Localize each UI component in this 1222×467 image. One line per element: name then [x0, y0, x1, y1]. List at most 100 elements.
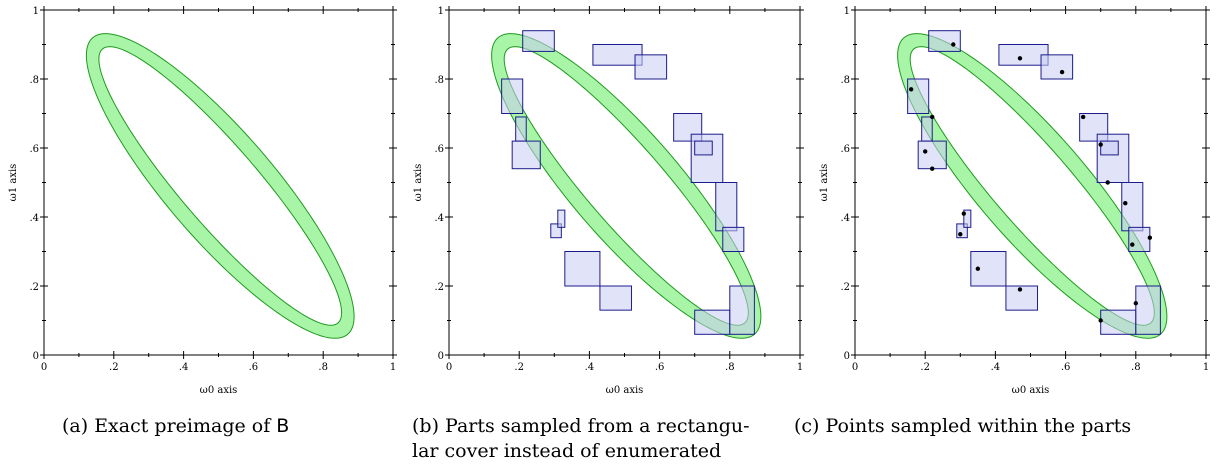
panel-b: 0 .2 .4 .6 .8 1 0 .2 .4 .6 .8 1 ω0 axis ω1 axis: [413, 6, 804, 396]
cover-rect-c-16: [1100, 309, 1137, 335]
y-axis-label-b: ω1 axis: [413, 164, 424, 202]
y-tick-label-c: 0: [844, 351, 850, 362]
sample-point-19: [1098, 318, 1103, 323]
sample-point-6: [1080, 114, 1086, 120]
y-tick-label-a: .4: [29, 213, 39, 224]
x-tick-label-c: .4: [991, 362, 1001, 373]
x-tick-label-c: .6: [1061, 362, 1071, 373]
x-tick-label-b: 1: [797, 362, 803, 373]
x-tick-label-b: .6: [655, 362, 665, 373]
cover-rect-c-10: [956, 223, 968, 239]
panel-a: 0 .2 .4 .6 .8 1 0 .2 .4 .6 .8 1 ω0 axis ω1 axis: [8, 6, 397, 396]
preimage-band-a: [85, 33, 355, 339]
cover-rect-b-15: [599, 285, 633, 311]
y-tick-label-b: .8: [434, 75, 444, 86]
x-tick-label-c: 0: [852, 362, 858, 373]
sample-point-11: [961, 211, 967, 216]
y-tick-label-a: 0: [33, 351, 39, 362]
cover-rect-c-11: [963, 209, 972, 228]
y-tick-label-a: .2: [29, 282, 39, 293]
y-tick-label-a: .6: [29, 144, 39, 155]
cover-rect-c-13: [1128, 226, 1151, 253]
cover-rect-b-16: [694, 309, 731, 335]
y-tick-label-c: .4: [840, 213, 850, 224]
sample-point-3: [1059, 69, 1065, 75]
x-tick-label-c: 1: [1203, 362, 1209, 373]
y-tick-label-c: 1: [844, 6, 850, 17]
y-tick-label-c: .6: [840, 144, 850, 155]
y-tick-label-b: .6: [434, 144, 444, 155]
cover-rect-c-1: [928, 30, 961, 52]
sample-point-15: [1147, 235, 1153, 240]
cover-rect-c-12: [1121, 182, 1144, 232]
sample-point-2: [1017, 56, 1023, 61]
sample-point-17: [1017, 287, 1023, 292]
y-tick-label-b: .2: [434, 282, 444, 293]
cover-rect-b-13: [722, 226, 745, 253]
x-tick-label-a: 1: [390, 362, 396, 373]
cover-rect-c-4: [907, 78, 930, 114]
y-axis-label-a: ω1 axis: [8, 164, 19, 202]
y-tick-label-a: .8: [29, 75, 39, 86]
cover-rect-c-3: [1040, 54, 1074, 80]
cover-rect-b-1: [522, 30, 555, 52]
y-tick-label-c: .2: [840, 282, 850, 293]
x-tick-label-b: .4: [585, 362, 595, 373]
caption-c-line-1: (c) Points sampled within the parts: [794, 415, 1132, 437]
sample-point-14: [1130, 242, 1135, 247]
cover-rect-b-9: [694, 140, 713, 156]
sample-point-8: [1098, 142, 1103, 147]
caption-c: (c) Points sampled within the parts: [794, 414, 1219, 439]
x-axis-label-a: ω0 axis: [200, 385, 238, 396]
cover-rect-b-6: [511, 140, 541, 170]
caption-b-line-2: lar cover instead of enumerated: [412, 440, 722, 462]
cover-rect-b-12: [715, 182, 738, 232]
caption-b: (b) Parts sampled from a rectangu- lar c…: [412, 414, 792, 464]
sample-point-4: [908, 87, 914, 92]
cover-rect-b-7: [673, 113, 703, 142]
y-tick-label-b: .4: [434, 213, 444, 224]
sample-point-12: [1123, 201, 1128, 206]
caption-a-text: (a) Exact preimage of: [62, 415, 277, 437]
cover-rect-c-17: [1135, 285, 1161, 335]
x-axis-label-b: ω0 axis: [606, 385, 644, 396]
panel-c: 0 .2 .4 .6 .8 1 0 .2 .4 .6 .8 1 ω0 axis ω1 axis: [819, 6, 1210, 396]
caption-a-symbol: B: [276, 415, 290, 437]
x-tick-label-a: .4: [179, 362, 189, 373]
caption-b-line-1: (b) Parts sampled from a rectangu-: [412, 415, 750, 437]
cover-rect-c-9: [1100, 140, 1119, 156]
caption-a: (a) Exact preimage of B: [62, 414, 382, 439]
y-tick-label-c: .8: [840, 75, 850, 86]
cover-rect-b-14: [564, 251, 601, 287]
sample-point-16: [975, 266, 981, 271]
cover-rect-b-4: [501, 78, 524, 114]
cover-rect-b-5: [515, 116, 527, 142]
sample-point-10: [1105, 180, 1110, 185]
y-axis-label-c: ω1 axis: [819, 164, 830, 202]
x-tick-label-a: 0: [41, 362, 47, 373]
x-tick-label-c: .8: [1131, 362, 1141, 373]
sample-point-5: [930, 114, 935, 120]
cover-rect-c-6: [917, 140, 947, 170]
sample-point-18: [1133, 301, 1139, 306]
x-tick-label-b: .2: [514, 362, 524, 373]
sample-point-1: [951, 42, 956, 47]
sample-point-9: [930, 166, 935, 171]
y-tick-label-a: 1: [33, 6, 39, 17]
x-tick-label-c: .2: [920, 362, 930, 373]
sample-point-13: [958, 232, 963, 237]
cover-rect-b-17: [729, 285, 755, 335]
cover-rect-b-11: [557, 209, 566, 228]
cover-rect-b-10: [550, 223, 562, 239]
x-tick-label-a: .8: [318, 362, 328, 373]
x-tick-label-a: .2: [109, 362, 119, 373]
x-axis-label-c: ω0 axis: [1012, 385, 1050, 396]
y-tick-label-b: 0: [438, 351, 444, 362]
x-tick-label-b: 0: [446, 362, 452, 373]
x-tick-label-b: .8: [725, 362, 735, 373]
x-tick-label-a: .6: [249, 362, 259, 373]
cover-rect-b-3: [634, 54, 668, 80]
y-tick-label-b: 1: [438, 6, 444, 17]
sample-point-7: [923, 149, 928, 154]
